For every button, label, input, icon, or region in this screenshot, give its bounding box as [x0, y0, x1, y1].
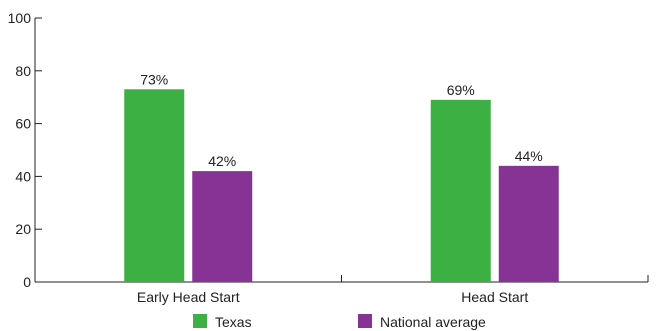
- category-label: Head Start: [461, 289, 528, 305]
- data-label: 73%: [140, 71, 168, 87]
- data-label: 44%: [515, 148, 543, 164]
- legend-label: National average: [380, 314, 486, 330]
- y-tick-label: 80: [15, 63, 31, 79]
- legend: Texas National average: [193, 314, 486, 330]
- bar-texas: [124, 89, 185, 282]
- category-label: Early Head Start: [137, 289, 240, 305]
- legend-swatch-national-average: [358, 314, 372, 328]
- legend-swatch-texas: [193, 314, 207, 328]
- x-axis: Early Head Start Head Start: [35, 275, 649, 305]
- bar-national-average: [192, 171, 253, 282]
- y-tick-label: 20: [15, 221, 31, 237]
- legend-label: Texas: [215, 314, 252, 330]
- y-axis: 0 20 40 60 80 100: [8, 10, 42, 290]
- y-tick-label: 0: [23, 274, 31, 290]
- y-tick-label: 40: [15, 168, 31, 184]
- bar-texas: [430, 99, 491, 282]
- y-tick-label: 100: [8, 10, 32, 26]
- data-label: 69%: [447, 82, 475, 98]
- y-tick-label: 60: [15, 116, 31, 132]
- bar-national-average: [498, 165, 559, 282]
- bars: 73% 42% 69% 44%: [124, 71, 559, 282]
- data-label: 42%: [208, 153, 236, 169]
